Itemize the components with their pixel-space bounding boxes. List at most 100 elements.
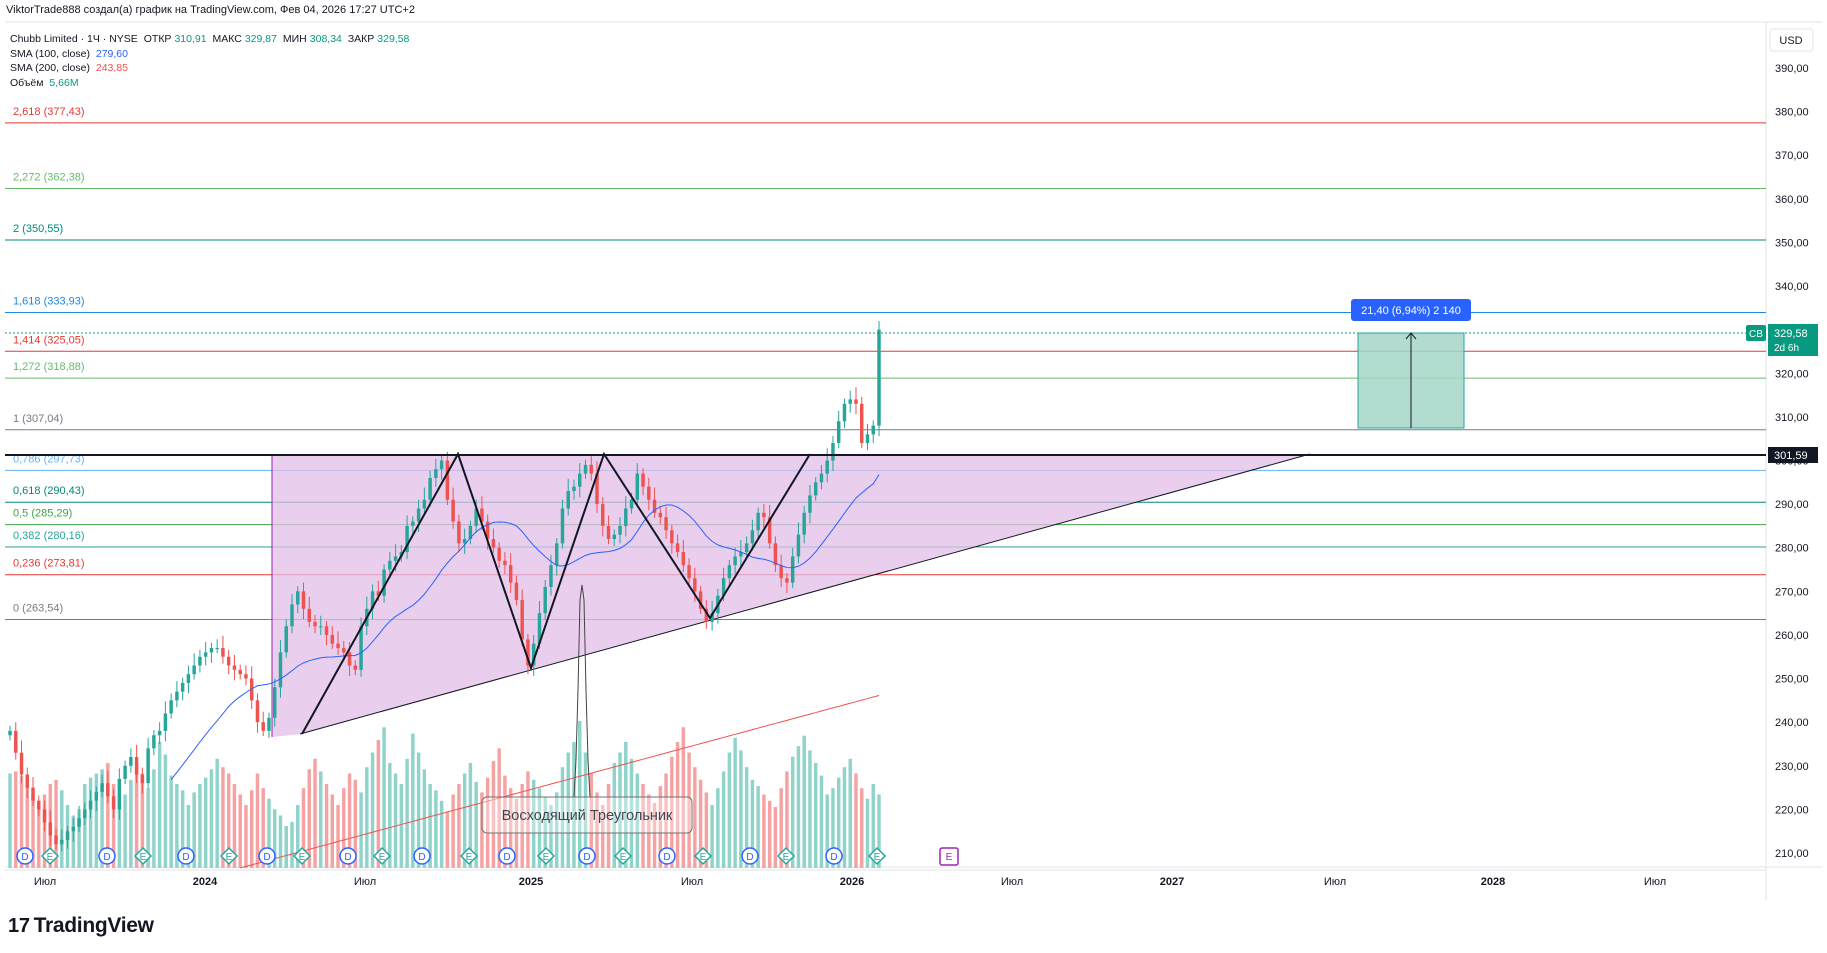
candle-body	[698, 591, 703, 609]
candle-body	[416, 508, 421, 522]
volume-bar	[554, 792, 559, 868]
candle-body	[100, 783, 104, 792]
candle-body	[572, 486, 576, 492]
candle-body	[152, 735, 156, 749]
dividend-marker-icon[interactable]: D	[16, 847, 34, 865]
earnings-marker-icon[interactable]: E	[867, 846, 887, 866]
volume-bar	[388, 763, 392, 868]
pattern-label-box[interactable]: Восходящий Треугольник	[481, 796, 693, 834]
candle-body	[347, 652, 352, 666]
svg-text:D: D	[21, 852, 28, 863]
candle-body	[336, 643, 340, 649]
dividend-marker-icon[interactable]: D	[339, 847, 357, 865]
currency-button[interactable]: USD	[1769, 28, 1814, 52]
volume-bar	[860, 788, 864, 868]
legend-symbol[interactable]: Chubb Limited · 1Ч · NYSE	[10, 33, 138, 45]
candle-body	[485, 521, 490, 539]
dividend-marker-icon[interactable]: D	[741, 847, 759, 865]
candle-body	[756, 512, 760, 531]
earnings-marker-icon[interactable]: E	[693, 846, 713, 866]
future-earnings-marker-icon[interactable]: E	[939, 847, 959, 866]
volume-bar	[94, 773, 99, 868]
legend-low-label: МИН	[282, 33, 307, 45]
candle-body	[750, 530, 755, 544]
legend-sma200-row[interactable]: SMA (200, close) 243,85	[10, 61, 412, 76]
earnings-marker-icon[interactable]: E	[372, 846, 392, 866]
volume-bar	[485, 777, 490, 868]
volume-bar	[37, 805, 41, 868]
candle-body	[618, 525, 622, 535]
dividend-marker-icon[interactable]: D	[177, 847, 195, 865]
candle-body	[278, 652, 283, 688]
triangle-support-line[interactable]	[299, 453, 1311, 735]
candle-body	[664, 517, 668, 531]
volume-bar	[871, 784, 875, 868]
candle-body	[192, 665, 196, 675]
volume-bar	[842, 767, 847, 868]
volume-bar	[54, 779, 58, 868]
candle-body	[19, 752, 24, 775]
candle-body	[261, 722, 265, 731]
volume-bar	[123, 794, 127, 868]
legend-volume-row[interactable]: Объём 5,66M	[10, 76, 412, 91]
earnings-marker-icon[interactable]: E	[292, 846, 312, 866]
volume-bar	[232, 784, 237, 868]
volume-bar	[508, 788, 513, 868]
candle-body	[836, 421, 841, 444]
dividend-marker-icon[interactable]: D	[658, 847, 676, 865]
volume-bar	[180, 790, 185, 868]
price-axis[interactable]: 210,00 220,00 230,00 240,00 250,00 260,00 270,…	[1775, 63, 1809, 860]
dividend-marker-icon[interactable]: D	[258, 847, 276, 865]
earnings-marker-icon[interactable]: E	[40, 846, 60, 866]
ascending-triangle-fill[interactable]	[272, 454, 1310, 737]
volume-bar	[14, 771, 18, 868]
volume-spike-line	[573, 584, 591, 798]
dividend-marker-icon[interactable]: D	[98, 847, 116, 865]
volume-bar	[382, 727, 386, 868]
candle-body	[865, 434, 870, 444]
candle-body	[146, 748, 150, 784]
earnings-marker-icon[interactable]: E	[459, 846, 479, 866]
candle-body	[445, 460, 450, 500]
candle-body	[376, 591, 381, 596]
candle-body	[249, 678, 254, 701]
volume-bar	[675, 742, 680, 868]
candle-body	[601, 504, 605, 526]
svg-text:D: D	[503, 852, 510, 863]
volume-bar	[336, 805, 340, 868]
volume-bar	[658, 786, 663, 868]
volume-bar	[370, 752, 375, 868]
dividend-marker-icon[interactable]: D	[498, 847, 516, 865]
volume-bar	[583, 752, 588, 868]
legend-volume-value: 5,66M	[49, 76, 79, 89]
svg-text:D: D	[418, 852, 425, 863]
earnings-marker-icon[interactable]: E	[133, 846, 153, 866]
measure-tool[interactable]: 21,40 (6,94%) 2 140	[1351, 299, 1471, 429]
candle-body	[129, 757, 133, 766]
time-axis[interactable]: Июл 2024 Июл 2025 Июл 2026 Июл 2027 Июл 2028 Июл	[34, 876, 1666, 888]
candle-body	[462, 539, 467, 544]
tradingview-logo[interactable]: 17 TradingView	[8, 914, 154, 938]
candle-body	[88, 800, 93, 810]
candle-body	[762, 512, 766, 518]
dividend-marker-icon[interactable]: D	[825, 847, 843, 865]
zigzag-pattern-line[interactable]	[301, 451, 811, 735]
candle-body	[583, 464, 588, 474]
candle-body	[8, 730, 12, 736]
earnings-marker-icon[interactable]: E	[613, 846, 633, 866]
earnings-marker-icon[interactable]: E	[536, 846, 556, 866]
legend-sma100-row[interactable]: SMA (100, close) 279,60	[10, 47, 412, 62]
candle-body	[675, 543, 680, 553]
dividend-marker-icon[interactable]: D	[578, 847, 596, 865]
svg-text:E: E	[783, 852, 790, 863]
svg-text:D: D	[344, 852, 351, 863]
svg-text:E: E	[874, 852, 881, 863]
earnings-marker-icon[interactable]: E	[219, 846, 239, 866]
volume-bar	[796, 746, 801, 868]
dividend-marker-icon[interactable]: D	[413, 847, 431, 865]
candle-body	[382, 569, 386, 596]
candle-body	[422, 499, 427, 509]
earnings-marker-icon[interactable]: E	[776, 846, 796, 866]
